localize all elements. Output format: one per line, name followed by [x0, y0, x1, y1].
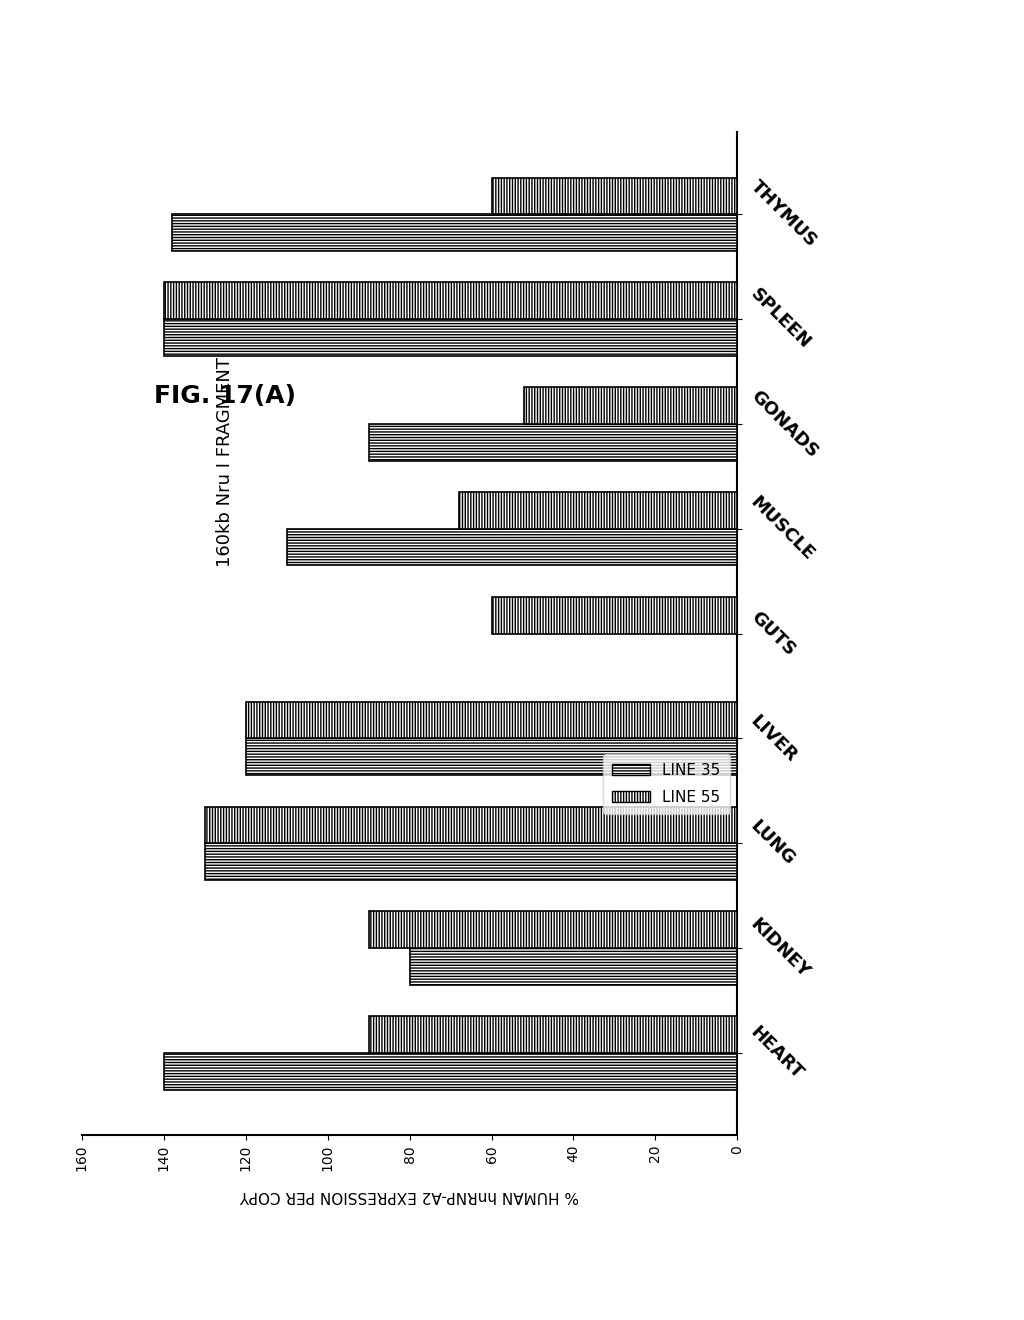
- Bar: [164, 282, 737, 319]
- Text: 160kb Nru I FRAGMENT: 160kb Nru I FRAGMENT: [216, 356, 234, 568]
- Bar: [410, 948, 737, 985]
- Bar: [492, 597, 737, 634]
- Bar: [246, 738, 737, 775]
- Bar: [524, 387, 737, 424]
- Bar: [492, 178, 737, 214]
- Bar: [205, 807, 737, 843]
- Bar: [164, 319, 737, 356]
- Bar: [369, 1016, 737, 1053]
- X-axis label: % HUMAN hnRNP-A2 EXPRESSION PER COPY: % HUMAN hnRNP-A2 EXPRESSION PER COPY: [240, 1188, 580, 1203]
- Bar: [369, 911, 737, 948]
- Bar: [459, 492, 737, 529]
- Bar: [287, 529, 737, 565]
- Bar: [246, 702, 737, 738]
- Bar: [172, 214, 737, 251]
- Text: FIG. 17(A): FIG. 17(A): [155, 384, 296, 408]
- Legend: LINE 35, LINE 55: LINE 35, LINE 55: [603, 754, 730, 814]
- Bar: [369, 424, 737, 461]
- Bar: [164, 1053, 737, 1089]
- Bar: [205, 843, 737, 880]
